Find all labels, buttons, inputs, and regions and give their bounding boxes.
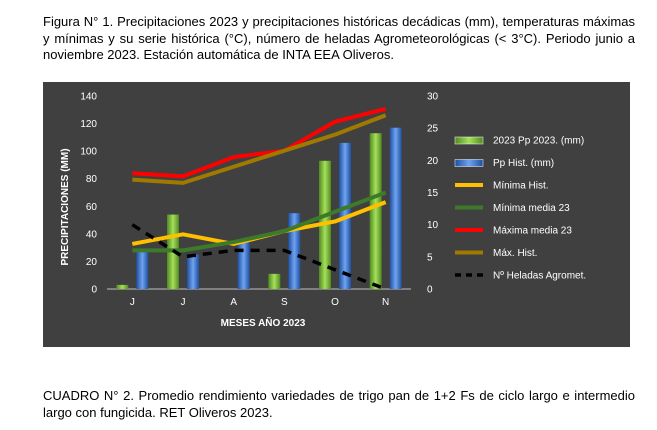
bar-pp-hist xyxy=(187,254,199,289)
y-tick-label-left: 140 xyxy=(80,92,97,103)
y-tick-label-right: 10 xyxy=(427,220,439,231)
y-tick-label-left: 80 xyxy=(86,174,98,185)
bar-pp-hist xyxy=(389,127,402,289)
bar-pp-hist xyxy=(136,250,149,289)
x-tick-label: N xyxy=(382,297,389,308)
legend-label: Máx. Hist. xyxy=(493,248,537,259)
y-tick-label-right: 0 xyxy=(427,285,433,296)
x-tick-label: S xyxy=(281,297,288,308)
legend-label: Máxima media 23 xyxy=(493,226,572,237)
y-tick-label-left: 40 xyxy=(86,229,98,240)
table-caption: CUADRO N° 2. Promedio rendimiento varied… xyxy=(43,388,635,420)
legend-label: Pp Hist. (mm) xyxy=(493,158,554,169)
legend-label: 2023 Pp 2023. (mm) xyxy=(493,136,584,147)
legend-label: Mínima Hist. xyxy=(493,181,549,192)
legend-swatch xyxy=(454,136,484,145)
y-tick-label-left: 20 xyxy=(86,257,98,268)
bar-pp-2023 xyxy=(116,284,129,289)
y-tick-label-left: 0 xyxy=(91,285,97,296)
bar-pp-hist xyxy=(237,240,250,289)
y-tick-label-right: 25 xyxy=(427,124,439,135)
y-tick-label-right: 5 xyxy=(427,252,433,263)
chart-container: 0 20 40 60 80 100 120 140 0 5 10 15 20 25 30 J J A S O N PRE… xyxy=(43,82,630,347)
bar-pp-2023 xyxy=(369,133,382,289)
y-tick-label-left: 60 xyxy=(86,202,98,213)
y-tick-label-left: 100 xyxy=(80,147,97,158)
x-tick-label: J xyxy=(181,297,186,308)
legend-label: Nº Heladas Agromet. xyxy=(493,271,586,282)
line-max-hist xyxy=(132,113,387,185)
y-tick-label-right: 30 xyxy=(427,92,439,103)
y-axis-label: PRECIPITACIONES (MM) xyxy=(60,148,71,265)
line-max-media-23 xyxy=(132,106,387,179)
line-heladas xyxy=(131,223,387,291)
y-tick-label-right: 15 xyxy=(427,188,439,199)
figure-caption: Figura N° 1. Precipitaciones 2023 y prec… xyxy=(43,14,635,62)
x-tick-label: J xyxy=(130,297,135,308)
combo-chart: 0 20 40 60 80 100 120 140 0 5 10 15 20 25 30 J J A S O N PRE… xyxy=(60,92,586,330)
x-axis-label: MESES AÑO 2023 xyxy=(221,316,306,329)
legend-label: Mínima media 23 xyxy=(493,203,570,214)
x-tick-label: O xyxy=(331,297,339,308)
y-tick-label-left: 120 xyxy=(80,119,97,130)
legend-swatch xyxy=(454,159,484,167)
bar-pp-2023 xyxy=(268,273,281,289)
legend: 2023 Pp 2023. (mm) Pp Hist. (mm) Mínima Hi… xyxy=(454,136,586,282)
y-tick-label-right: 20 xyxy=(427,156,439,167)
bar-pp-hist xyxy=(288,213,301,289)
x-tick-label: A xyxy=(230,297,237,308)
